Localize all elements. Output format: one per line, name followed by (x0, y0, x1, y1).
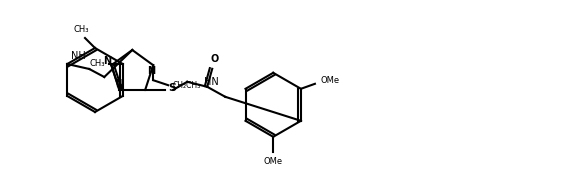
Text: CH₃: CH₃ (73, 25, 89, 34)
Text: O: O (210, 54, 218, 64)
Text: N: N (104, 56, 112, 66)
Text: CH₃: CH₃ (89, 60, 105, 68)
Text: OMe: OMe (321, 76, 340, 85)
Text: S: S (168, 83, 176, 93)
Text: CH₂CH₃: CH₂CH₃ (172, 81, 201, 90)
Text: N: N (147, 66, 155, 76)
Text: NH: NH (71, 51, 86, 61)
Text: N: N (116, 79, 124, 89)
Text: HN: HN (204, 77, 218, 87)
Text: OMe: OMe (264, 157, 283, 166)
